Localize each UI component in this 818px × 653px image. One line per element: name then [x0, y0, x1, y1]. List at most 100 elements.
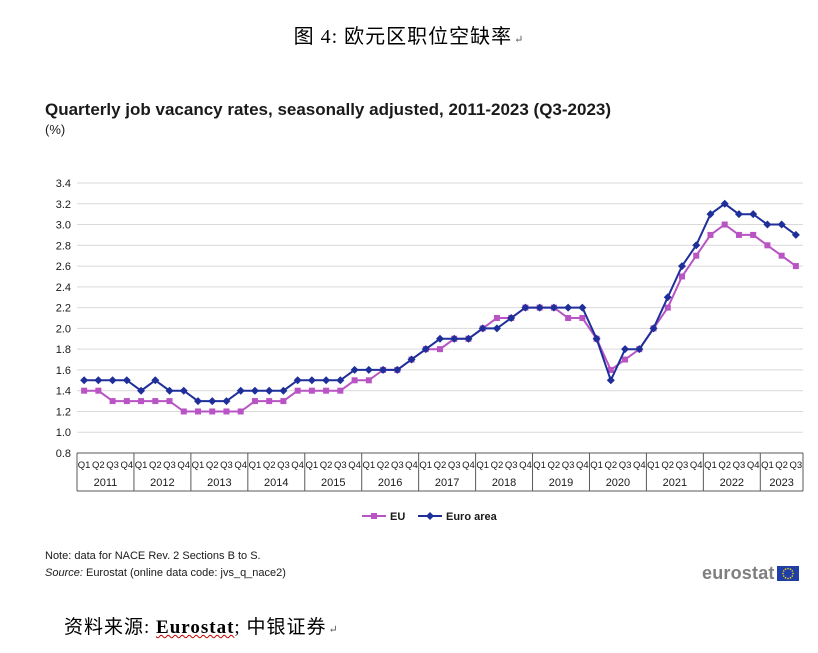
- data-point-euro-area: [521, 303, 530, 312]
- data-point-euro-area: [720, 199, 729, 208]
- x-tick-label: Q4: [690, 460, 703, 471]
- y-tick-label: 1.0: [56, 427, 71, 439]
- data-point-euro-area: [635, 345, 644, 354]
- data-point-euro-area: [122, 376, 131, 385]
- data-point-eu: [351, 377, 358, 384]
- data-point-euro-area: [678, 262, 686, 271]
- source-eurostat: Eurostat: [156, 617, 235, 638]
- data-point-eu: [166, 398, 173, 405]
- data-point-euro-area: [734, 210, 743, 219]
- paragraph-mark-icon: ↵: [328, 624, 339, 636]
- data-point-euro-area: [208, 397, 217, 406]
- x-tick-label: Q2: [718, 460, 731, 471]
- data-point-euro-area: [336, 376, 345, 385]
- data-point-eu: [607, 366, 614, 373]
- x-tick-label: Q3: [619, 460, 632, 471]
- data-point-euro-area: [763, 220, 772, 229]
- x-tick-label: Q1: [761, 460, 774, 471]
- x-tick-label: Q3: [391, 460, 404, 471]
- chart-source-text: Eurostat (online data code: jvs_q_nace2): [82, 567, 286, 579]
- data-point-eu: [280, 398, 287, 405]
- x-tick-label: Q2: [434, 460, 447, 471]
- flag-star: [786, 577, 789, 580]
- data-point-eu: [565, 315, 572, 321]
- x-year-label: 2020: [606, 477, 630, 489]
- data-point-eu: [664, 304, 671, 311]
- x-tick-label: Q1: [78, 460, 91, 471]
- x-tick-label: Q2: [263, 460, 276, 471]
- data-point-eu: [735, 231, 742, 238]
- flag-star: [789, 568, 791, 570]
- data-point-eu: [337, 387, 344, 394]
- series-line-euro-area: [84, 202, 797, 403]
- x-tick-label: Q2: [491, 460, 504, 471]
- x-tick-label: Q4: [120, 460, 133, 471]
- data-point-euro-area: [649, 324, 658, 333]
- data-point-euro-area: [492, 324, 501, 333]
- data-point-euro-area: [194, 397, 202, 406]
- legend-label: EU: [390, 511, 405, 523]
- data-point-euro-area: [279, 386, 288, 395]
- line-chart: 0.8 1.0 1.2 1.4 1.6 1.8 2.0 2.2 2.4 2.6 2.8 3.0 3.2 3…: [56, 178, 804, 523]
- x-tick-label: Q4: [234, 460, 247, 471]
- data-point-eu: [792, 263, 799, 270]
- eurostat-logo-text: eurostat: [702, 563, 775, 583]
- flag-star: [784, 577, 786, 579]
- data-point-eu: [750, 231, 757, 238]
- x-tick-label: Q4: [633, 460, 646, 471]
- data-point-eu: [721, 221, 728, 228]
- data-point-euro-area: [250, 386, 259, 395]
- data-point-euro-area: [379, 365, 388, 374]
- flag-star: [789, 577, 791, 579]
- x-tick-label: Q2: [92, 460, 105, 471]
- data-point-euro-area: [564, 303, 573, 312]
- data-point-eu: [437, 346, 443, 353]
- data-point-euro-area: [80, 376, 89, 385]
- flag-star: [791, 570, 793, 572]
- data-point-euro-area: [621, 345, 630, 354]
- flag-star: [786, 567, 789, 570]
- data-point-euro-area: [749, 210, 758, 219]
- data-point-eu: [778, 252, 785, 259]
- x-tick-label: Q3: [733, 460, 746, 471]
- data-point-euro-area: [436, 334, 444, 343]
- data-point-euro-area: [165, 386, 174, 395]
- x-tick-label: Q3: [676, 460, 689, 471]
- y-tick-label: 3.2: [56, 199, 71, 211]
- x-tick-label: Q4: [177, 460, 190, 471]
- eu-flag-icon: [776, 566, 799, 581]
- flag-star: [782, 570, 785, 572]
- chart-source-label: Source:: [45, 567, 83, 579]
- data-point-eu: [251, 398, 258, 405]
- chart-panel: Quarterly job vacancy rates, seasonally …: [40, 70, 810, 590]
- data-point-euro-area: [151, 376, 160, 385]
- data-point-eu: [138, 398, 145, 405]
- data-point-eu: [308, 387, 315, 394]
- data-point-eu: [294, 387, 301, 394]
- chart-title: Quarterly job vacancy rates, seasonally …: [45, 100, 612, 119]
- data-point-euro-area: [307, 376, 316, 385]
- chart-unit: (%): [45, 122, 66, 137]
- data-point-eu: [223, 408, 230, 415]
- y-tick-label: 2.8: [56, 240, 71, 252]
- data-point-euro-area: [592, 334, 601, 343]
- data-point-euro-area: [777, 220, 786, 229]
- x-tick-label: Q4: [405, 460, 418, 471]
- x-tick-label: Q1: [647, 460, 660, 471]
- data-point-euro-area: [322, 376, 331, 385]
- data-point-euro-area: [407, 355, 416, 364]
- flag-star: [784, 568, 786, 570]
- x-tick-label: Q1: [533, 460, 546, 471]
- data-point-euro-area: [293, 376, 302, 385]
- data-point-eu: [493, 315, 500, 321]
- x-year-label: 2017: [435, 477, 459, 489]
- x-year-label: 2014: [264, 477, 288, 489]
- x-tick-label: Q2: [320, 460, 333, 471]
- y-tick-label: 1.4: [56, 386, 71, 398]
- y-tick-label: 1.6: [56, 365, 71, 377]
- x-year-label: 2012: [150, 477, 174, 489]
- x-tick-label: Q3: [277, 460, 290, 471]
- data-point-euro-area: [663, 293, 672, 302]
- data-point-euro-area: [464, 334, 473, 343]
- data-point-euro-area: [364, 365, 373, 374]
